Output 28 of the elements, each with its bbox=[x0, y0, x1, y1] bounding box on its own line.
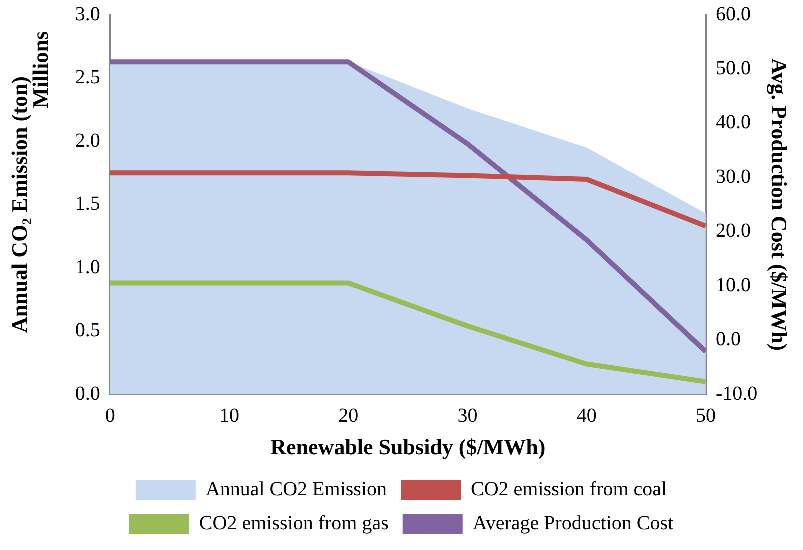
x-tick-label: 20 bbox=[338, 404, 359, 427]
x-tick-label: 30 bbox=[458, 404, 478, 427]
legend-label: Annual CO2 Emission bbox=[206, 478, 388, 500]
y-tick-label: 2.5 bbox=[75, 66, 100, 89]
y2-tick-label: 30.0 bbox=[716, 166, 751, 188]
x-axis-title: Renewable Subsidy ($/MWh) bbox=[270, 434, 546, 460]
x-tick-label: 50 bbox=[696, 404, 716, 427]
y-tick-label: 0.0 bbox=[75, 382, 100, 405]
legend-label: Average Production Cost bbox=[472, 512, 674, 534]
y2-tick-label: 50.0 bbox=[716, 57, 751, 80]
x-tick-label: 40 bbox=[576, 404, 597, 427]
legend-label: CO2 emission from gas bbox=[199, 512, 390, 534]
legend-label: CO2 emission from coal bbox=[471, 478, 668, 500]
y2-axis-title: Avg. Production Cost ($/MWh) bbox=[767, 58, 792, 352]
y-tick-label: 1.0 bbox=[75, 256, 100, 278]
y-tick-label: 2.0 bbox=[75, 130, 100, 152]
x-tick-label: 10 bbox=[220, 404, 240, 427]
x-tick-label: 0 bbox=[105, 404, 116, 427]
y2-tick-label: 40.0 bbox=[716, 112, 751, 134]
y2-tick-label: 10.0 bbox=[716, 274, 751, 296]
y2-tick-label: 20.0 bbox=[716, 220, 751, 242]
y2-tick-label: 60.0 bbox=[716, 3, 751, 26]
y-tick-label: 3.0 bbox=[75, 3, 100, 26]
y2-tick-label: 0.0 bbox=[716, 328, 741, 351]
y-tick-label: 1.5 bbox=[75, 193, 100, 216]
y-axis-title: Annual CO₂ Emission (ton) bbox=[6, 76, 32, 334]
y2-tick-label: -10.0 bbox=[716, 382, 758, 405]
y-tick-label: 0.5 bbox=[75, 320, 100, 342]
